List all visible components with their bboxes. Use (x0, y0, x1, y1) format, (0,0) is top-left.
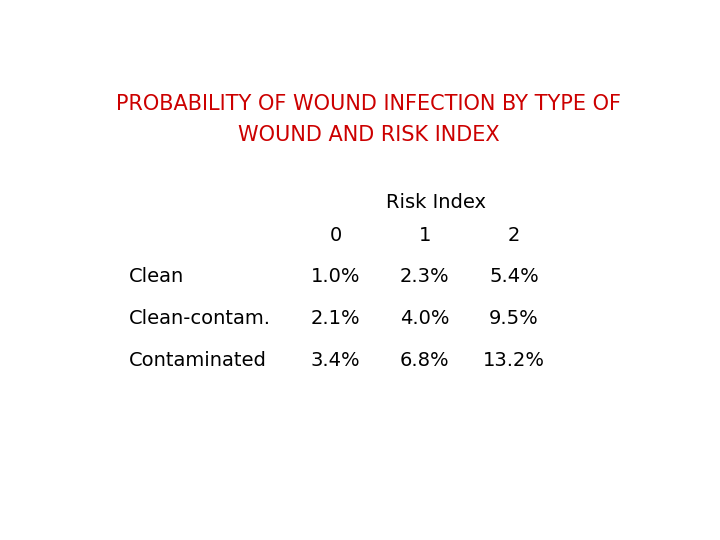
Text: 2: 2 (508, 226, 521, 245)
Text: 13.2%: 13.2% (483, 350, 545, 369)
Text: 5.4%: 5.4% (489, 267, 539, 286)
Text: Risk Index: Risk Index (386, 193, 486, 212)
Text: Clean-contam.: Clean-contam. (129, 309, 271, 328)
Text: WOUND AND RISK INDEX: WOUND AND RISK INDEX (238, 125, 500, 145)
Text: 0: 0 (329, 226, 342, 245)
Text: 2.3%: 2.3% (400, 267, 449, 286)
Text: 6.8%: 6.8% (400, 350, 449, 369)
Text: 9.5%: 9.5% (489, 309, 539, 328)
Text: 4.0%: 4.0% (400, 309, 449, 328)
Text: PROBABILITY OF WOUND INFECTION BY TYPE OF: PROBABILITY OF WOUND INFECTION BY TYPE O… (117, 94, 621, 114)
Text: 3.4%: 3.4% (311, 350, 360, 369)
Text: Clean: Clean (129, 267, 184, 286)
Text: 1: 1 (418, 226, 431, 245)
Text: 1.0%: 1.0% (311, 267, 360, 286)
Text: 2.1%: 2.1% (311, 309, 360, 328)
Text: Contaminated: Contaminated (129, 350, 267, 369)
